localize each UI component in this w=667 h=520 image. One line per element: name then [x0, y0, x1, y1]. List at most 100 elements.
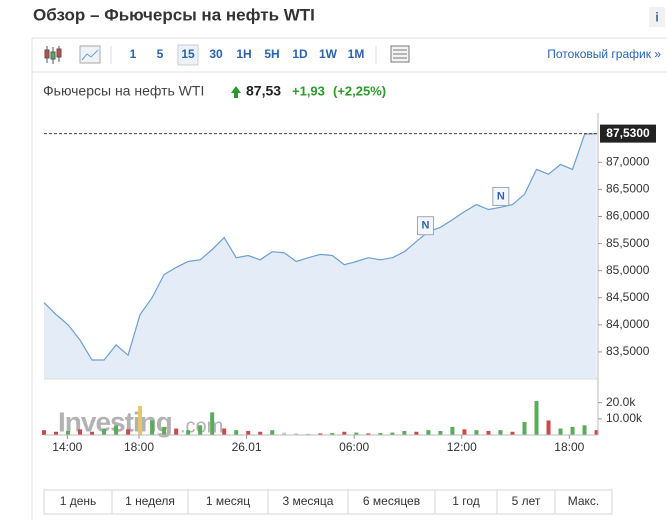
volume-bar: [162, 426, 167, 435]
stream-link[interactable]: Потоковый график »: [547, 47, 661, 61]
table-icon[interactable]: [390, 45, 410, 63]
volume-bar: [510, 431, 515, 435]
x-tick-label: 14:00: [52, 440, 82, 454]
period-button[interactable]: [111, 489, 189, 515]
interval-button[interactable]: 1: [130, 47, 137, 61]
volume-bar: [534, 401, 539, 435]
volume-bar: [174, 428, 179, 435]
y-tick-label: 85,0000: [606, 263, 650, 277]
period-button[interactable]: [434, 489, 498, 515]
period-label[interactable]: 1 день: [60, 494, 97, 508]
volume-bar: [42, 430, 46, 435]
volume-bar: [210, 412, 215, 435]
period-label[interactable]: 1 год: [452, 494, 480, 508]
page-title: Обзор – Фьючерсы на нефть WTI: [33, 5, 315, 24]
volume-bar: [462, 429, 467, 435]
volume-bar: [294, 433, 299, 435]
price-change: +1,93: [292, 83, 325, 98]
volume-bar: [306, 433, 311, 435]
period-button[interactable]: [496, 489, 556, 515]
volume-bar: [570, 426, 575, 435]
volume-bar: [114, 425, 119, 435]
period-button[interactable]: [554, 489, 613, 515]
last-price: 87,53: [246, 83, 281, 99]
last-price-label: 87,5300: [606, 126, 650, 140]
chart: Investing.com83,500084,000084,500085,000…: [42, 113, 656, 454]
volume-bar: [198, 425, 203, 435]
volume-bar: [390, 432, 395, 435]
interval-button[interactable]: 1M: [348, 47, 365, 61]
price-area: [44, 133, 597, 379]
news-marker[interactable]: [417, 216, 435, 236]
interval-button[interactable]: 1D: [292, 47, 308, 61]
volume-bar: [402, 430, 407, 435]
volume-bar: [282, 432, 287, 435]
volume-bar: [90, 431, 95, 435]
y-tick-label: 86,0000: [606, 209, 650, 223]
volume-bar: [258, 431, 263, 435]
last-price-box: [600, 124, 656, 143]
y-tick-label: 86,5000: [606, 182, 650, 196]
volume-bar: [126, 429, 131, 435]
volume-bar: [498, 430, 503, 435]
volume-bar: [222, 428, 227, 435]
period-label[interactable]: 1 неделя: [125, 494, 175, 508]
x-tick-label: 18:00: [124, 440, 154, 454]
volume-bar: [414, 431, 419, 435]
info-icon[interactable]: i: [655, 9, 659, 24]
news-marker-label[interactable]: N: [422, 220, 430, 232]
x-tick-label: 06:00: [339, 440, 369, 454]
price-change-pct: (+2,25%): [333, 83, 386, 98]
y-tick-label: 87,0000: [606, 155, 650, 169]
y-tick-label: 84,5000: [606, 290, 650, 304]
interval-button[interactable]: 15: [181, 47, 195, 61]
volume-tick-label: 20.0k: [606, 395, 636, 409]
volume-bar: [78, 429, 83, 435]
interval-selected[interactable]: [177, 44, 199, 66]
volume-bar: [450, 426, 455, 435]
y-tick-label: 84,0000: [606, 317, 650, 331]
volume-bar: [366, 433, 371, 435]
period-label[interactable]: 5 лет: [512, 494, 541, 508]
interval-button[interactable]: 5H: [264, 47, 279, 61]
volume-bar: [150, 420, 155, 435]
volume-bar: [354, 432, 359, 435]
volume-bar: [318, 433, 323, 435]
volume-bar: [270, 430, 275, 435]
x-tick-label: 12:00: [447, 440, 477, 454]
volume-bar: [582, 425, 587, 435]
price-line: [43, 133, 597, 361]
interval-button[interactable]: 5: [157, 47, 164, 61]
area-icon[interactable]: [79, 45, 101, 64]
period-label[interactable]: 6 месяцев: [363, 494, 420, 508]
period-label[interactable]: 3 месяца: [283, 494, 334, 508]
volume-bar: [102, 428, 107, 435]
volume-bar: [186, 430, 191, 435]
interval-button[interactable]: 1H: [236, 47, 251, 61]
period-button[interactable]: [347, 489, 436, 515]
y-tick-label: 83,5000: [606, 344, 650, 358]
interval-button[interactable]: 30: [209, 47, 223, 61]
volume-bar: [546, 420, 551, 435]
candle-icon[interactable]: [44, 46, 62, 64]
volume-bar: [486, 430, 491, 435]
volume-bar: [378, 433, 383, 435]
volume-bar: [522, 422, 527, 435]
volume-tick-label: 10.00k: [606, 411, 643, 425]
info-button[interactable]: [649, 7, 665, 27]
instrument-name: Фьючерсы на нефть WTI: [43, 83, 204, 99]
period-label[interactable]: 1 месяц: [206, 494, 250, 508]
news-marker[interactable]: [492, 186, 510, 206]
volume-bar: [558, 428, 563, 435]
period-button[interactable]: [187, 489, 269, 515]
news-marker-label[interactable]: N: [497, 190, 505, 202]
volume-bar: [54, 431, 59, 435]
x-tick-label: 18:00: [554, 440, 584, 454]
volume-bar: [246, 430, 251, 435]
volume-bar: [66, 430, 71, 435]
period-label[interactable]: Макс.: [568, 494, 600, 508]
interval-button[interactable]: 1W: [319, 47, 338, 61]
x-tick-label: 26.01: [232, 440, 262, 454]
volume-bar: [426, 430, 431, 435]
